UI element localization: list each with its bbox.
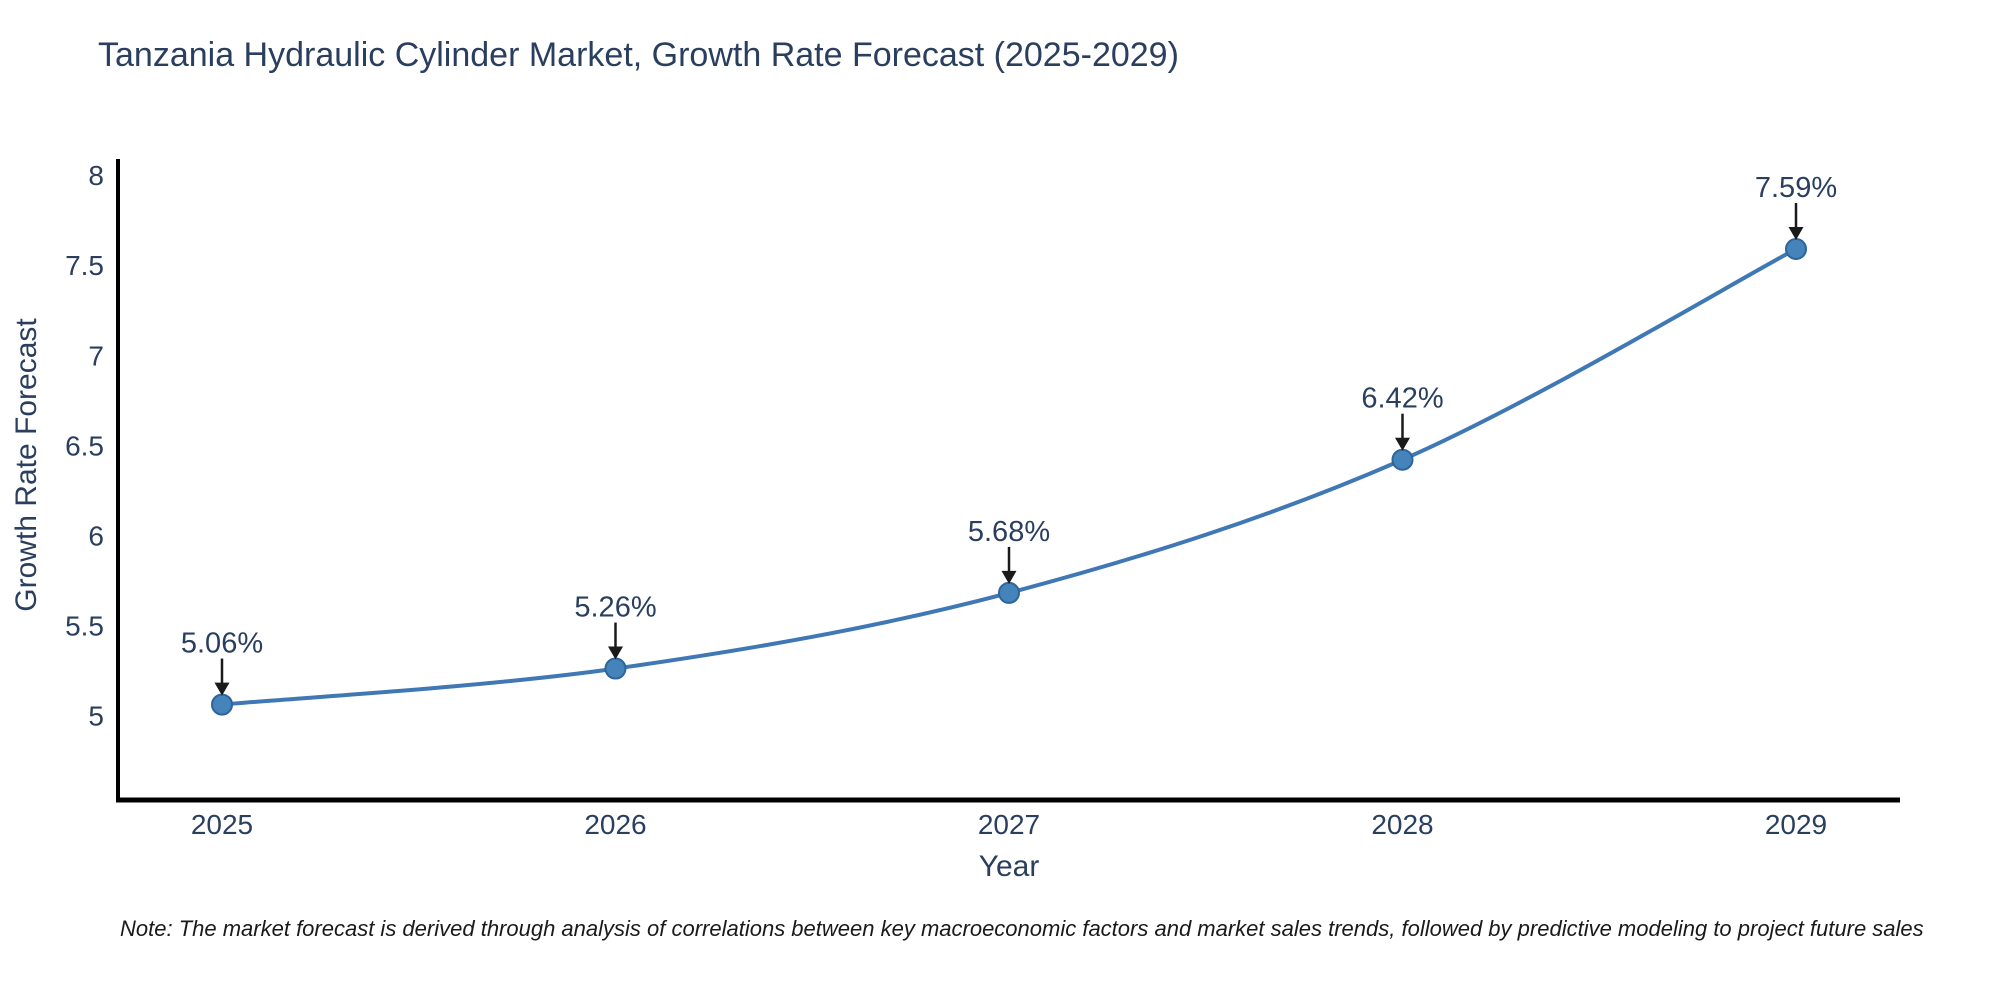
point-value-label: 5.68% bbox=[968, 516, 1050, 548]
data-point bbox=[211, 693, 233, 716]
y-tick-label: 8 bbox=[88, 160, 104, 191]
y-axis-title: Growth Rate Forecast bbox=[10, 318, 43, 612]
point-value-label: 5.06% bbox=[181, 628, 263, 660]
annotation-arrowhead-icon bbox=[1001, 570, 1017, 584]
x-tick-label: 2027 bbox=[978, 809, 1040, 840]
y-tick-label: 6.5 bbox=[65, 430, 104, 461]
x-tick-label: 2025 bbox=[191, 809, 253, 840]
y-tick-label: 6 bbox=[88, 520, 104, 551]
point-annotations: 5.06% 5.26% 5.68% 6.42% 7.59% bbox=[181, 172, 1837, 696]
x-axis-title: Year bbox=[979, 850, 1040, 883]
y-tick-label: 7.5 bbox=[65, 250, 104, 281]
y-axis-ticks: 5 5.5 6 6.5 7 7.5 8 bbox=[65, 160, 104, 731]
annotation-arrowhead-icon bbox=[608, 646, 623, 660]
y-tick-label: 5 bbox=[88, 700, 104, 731]
axes bbox=[116, 159, 1900, 803]
chart-title: Tanzania Hydraulic Cylinder Market, Grow… bbox=[98, 36, 1179, 74]
x-axis-ticks: 2025 2026 2027 2028 2029 bbox=[191, 809, 1827, 840]
series-line bbox=[221, 247, 1797, 707]
data-point bbox=[1391, 448, 1414, 471]
point-value-label: 6.42% bbox=[1361, 383, 1443, 415]
x-tick-label: 2026 bbox=[584, 809, 646, 840]
data-points bbox=[211, 238, 1807, 716]
data-point bbox=[1785, 238, 1807, 261]
annotation-arrowhead-icon bbox=[1788, 227, 1804, 241]
point-value-label: 5.26% bbox=[574, 592, 656, 624]
annotation-arrowhead-icon bbox=[214, 682, 230, 696]
point-value-label: 7.59% bbox=[1755, 172, 1837, 204]
x-tick-label: 2028 bbox=[1371, 809, 1433, 840]
footnote: Note: The market forecast is derived thr… bbox=[120, 916, 1924, 941]
x-tick-label: 2029 bbox=[1765, 809, 1827, 840]
y-tick-label: 7 bbox=[88, 340, 104, 371]
annotation-arrowhead-icon bbox=[1395, 437, 1410, 451]
data-point bbox=[998, 581, 1020, 604]
y-tick-label: 5.5 bbox=[65, 610, 104, 641]
data-point bbox=[604, 657, 627, 680]
